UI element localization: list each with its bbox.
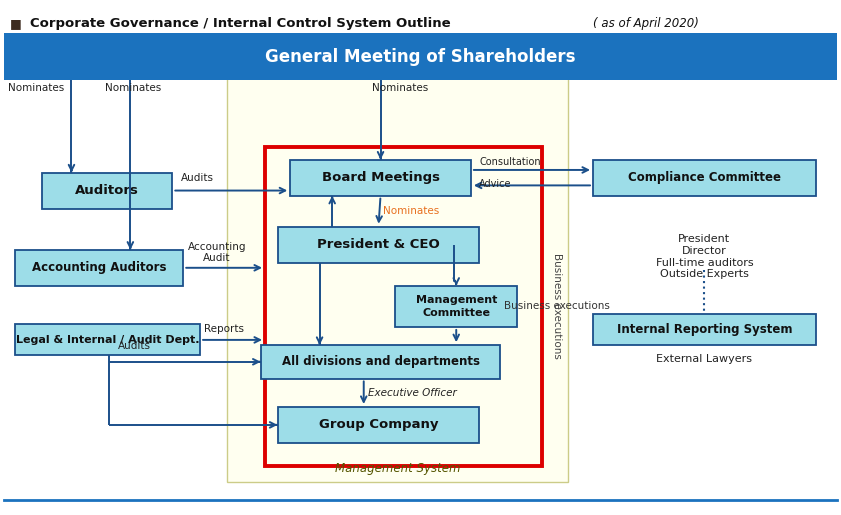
FancyBboxPatch shape: [290, 160, 471, 196]
Text: General Meeting of Shareholders: General Meeting of Shareholders: [265, 48, 576, 65]
Text: Auditors: Auditors: [76, 184, 139, 197]
Text: Nominates: Nominates: [8, 82, 65, 93]
Text: Business executions: Business executions: [504, 301, 610, 312]
Text: Management System: Management System: [335, 462, 460, 475]
FancyBboxPatch shape: [593, 160, 816, 196]
FancyBboxPatch shape: [278, 227, 479, 263]
Text: ■: ■: [10, 16, 22, 30]
FancyBboxPatch shape: [278, 407, 479, 443]
FancyBboxPatch shape: [395, 286, 517, 327]
FancyBboxPatch shape: [227, 75, 568, 482]
Text: Business executions: Business executions: [552, 253, 562, 359]
Text: Nominates: Nominates: [372, 82, 428, 93]
Text: Audits: Audits: [118, 341, 151, 351]
Text: Accounting Auditors: Accounting Auditors: [32, 261, 167, 274]
Text: President & CEO: President & CEO: [317, 238, 440, 251]
Text: Management
Committee: Management Committee: [415, 295, 497, 318]
Text: Nominates: Nominates: [383, 206, 439, 216]
Text: ( as of April 2020): ( as of April 2020): [593, 16, 699, 30]
FancyBboxPatch shape: [42, 173, 172, 209]
Text: Nominates: Nominates: [105, 82, 161, 93]
Text: Reports: Reports: [204, 323, 245, 334]
FancyBboxPatch shape: [4, 33, 837, 80]
Text: Consultation: Consultation: [479, 157, 541, 167]
FancyBboxPatch shape: [261, 345, 500, 379]
Text: President
Director
Full-time auditors
Outside Experts: President Director Full-time auditors Ou…: [655, 234, 754, 279]
FancyBboxPatch shape: [593, 314, 816, 345]
Text: All divisions and departments: All divisions and departments: [282, 355, 479, 368]
Text: Corporate Governance / Internal Control System Outline: Corporate Governance / Internal Control …: [30, 16, 451, 30]
FancyBboxPatch shape: [15, 250, 183, 286]
Text: Audits: Audits: [181, 173, 214, 183]
Text: External Lawyers: External Lawyers: [656, 354, 753, 364]
Text: Compliance Committee: Compliance Committee: [628, 171, 780, 184]
FancyBboxPatch shape: [15, 324, 200, 355]
Text: Advice: Advice: [479, 179, 512, 189]
Text: Executive Officer: Executive Officer: [368, 388, 457, 398]
Text: Group Company: Group Company: [319, 418, 438, 432]
Text: Board Meetings: Board Meetings: [321, 171, 440, 184]
Text: Internal Reporting System: Internal Reporting System: [616, 323, 792, 336]
Text: Legal & Internal / Audit Dept.: Legal & Internal / Audit Dept.: [16, 335, 199, 345]
Text: Accounting
Audit: Accounting Audit: [188, 242, 246, 263]
